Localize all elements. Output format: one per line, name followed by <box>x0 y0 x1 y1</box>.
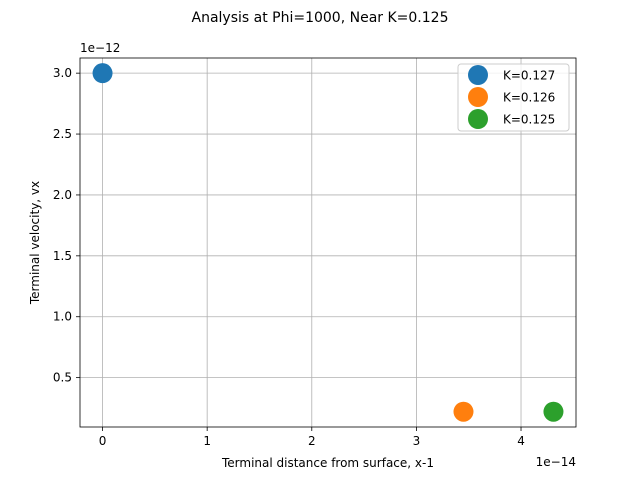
legend: K=0.127 K=0.126 K=0.125 <box>457 63 570 132</box>
x-tick-label: 4 <box>517 434 525 448</box>
axis-ticks: 0 1 2 3 4 0.5 1.0 1.5 2.0 2.5 3.0 <box>53 66 525 448</box>
y-tick-label: 2.0 <box>53 188 72 202</box>
x-tick-label: 2 <box>308 434 316 448</box>
legend-label: K=0.125 <box>503 113 555 127</box>
legend-marker <box>468 109 488 129</box>
plot-frame <box>79 57 577 428</box>
data-point <box>453 401 474 422</box>
x-axis-label: Terminal distance from surface, x-1 <box>221 456 434 470</box>
y-axis-label: Terminal velocity, vx <box>28 181 42 305</box>
legend-label: K=0.126 <box>503 91 555 105</box>
x-offset-label: 1e−14 <box>536 455 576 469</box>
y-tick-label: 2.5 <box>53 127 72 141</box>
y-tick-label: 0.5 <box>53 371 72 385</box>
data-point <box>92 63 113 84</box>
y-tick-label: 1.0 <box>53 310 72 324</box>
x-tick-label: 3 <box>413 434 421 448</box>
legend-marker <box>468 65 488 85</box>
y-offset-label: 1e−12 <box>80 41 120 55</box>
data-point <box>543 401 564 422</box>
legend-label: K=0.127 <box>503 69 555 83</box>
y-tick-label: 1.5 <box>53 249 72 263</box>
legend-marker <box>468 87 488 107</box>
chart-title: Analysis at Phi=1000, Near K=0.125 <box>192 10 449 26</box>
x-tick-label: 1 <box>203 434 211 448</box>
y-tick-label: 3.0 <box>53 66 72 80</box>
x-tick-label: 0 <box>99 434 107 448</box>
data-markers <box>92 63 564 422</box>
